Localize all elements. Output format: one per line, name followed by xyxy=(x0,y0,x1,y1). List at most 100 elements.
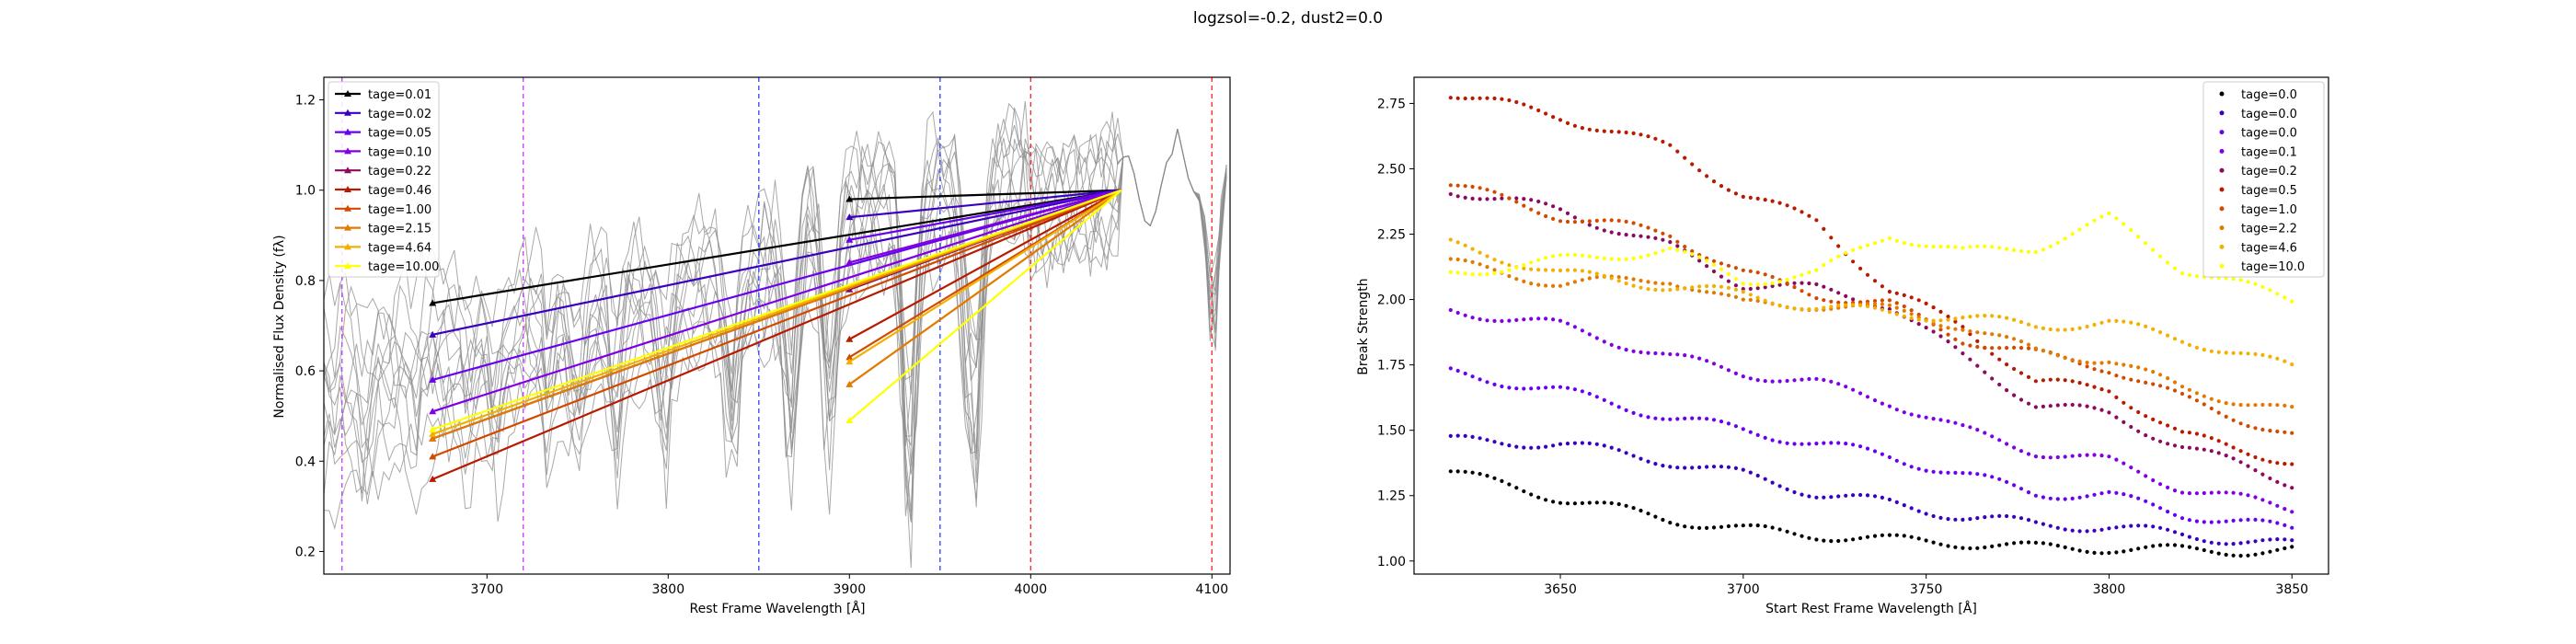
legend-label: tage=4.6 xyxy=(2241,241,2297,255)
scatter-point xyxy=(2283,295,2287,300)
scatter-point xyxy=(1968,546,1972,551)
scatter-point xyxy=(1741,467,1745,472)
scatter-point xyxy=(1872,398,1878,403)
scatter-point xyxy=(2260,538,2265,543)
scatter-point xyxy=(1529,316,1534,321)
scatter-point xyxy=(2275,356,2280,361)
scatter-point xyxy=(1631,506,1636,511)
legend-label: tage=4.64 xyxy=(368,241,431,255)
scatter-point xyxy=(2209,490,2214,495)
scatter-point xyxy=(2107,371,2111,375)
scatter-point xyxy=(1602,500,1606,505)
scatter-point xyxy=(2209,520,2214,524)
scatter-point xyxy=(1902,304,1906,309)
scatter-point xyxy=(1785,277,1789,282)
legend-marker xyxy=(2219,167,2225,173)
scatter-point xyxy=(1792,281,1797,285)
scatter-point xyxy=(1953,545,1958,549)
scatter-point xyxy=(1748,282,1753,287)
scatter-point xyxy=(1961,316,1965,320)
scatter-point xyxy=(1661,351,1665,356)
scatter-point xyxy=(1683,466,1687,470)
scatter-point xyxy=(2290,486,2294,490)
scatter-point xyxy=(2048,244,2053,248)
scatter-point xyxy=(1916,536,1921,541)
scatter-point xyxy=(1639,350,1643,354)
scatter-point xyxy=(2238,460,2243,465)
scatter-point xyxy=(2158,482,2163,487)
scatter-point xyxy=(1733,424,1738,429)
scatter-point xyxy=(1492,476,1497,480)
scatter-point xyxy=(1580,441,1584,445)
x-tick-label: 3900 xyxy=(833,582,866,597)
scatter-point xyxy=(1858,492,1863,498)
scatter-point xyxy=(1902,314,1906,318)
scatter-point xyxy=(1646,415,1650,420)
scatter-point xyxy=(2231,402,2236,407)
scatter-point xyxy=(1953,470,1958,475)
scatter-point xyxy=(2187,535,2191,539)
scatter-point xyxy=(2179,444,2185,450)
scatter-point xyxy=(1844,493,1848,498)
scatter-point xyxy=(2099,361,2104,365)
scatter-point xyxy=(1675,417,1680,421)
scatter-point xyxy=(2099,387,2104,392)
scatter-point xyxy=(2275,292,2280,296)
scatter-point xyxy=(2275,521,2280,525)
scatter-point xyxy=(1624,219,1628,224)
scatter-point xyxy=(1733,523,1738,528)
scatter-point xyxy=(1705,417,1709,421)
scatter-point xyxy=(1580,500,1584,506)
series-marker xyxy=(845,195,854,202)
scatter-point xyxy=(1814,282,1819,287)
scatter-point xyxy=(2136,523,2141,528)
scatter-point xyxy=(2194,519,2199,523)
scatter-point xyxy=(1507,318,1512,323)
scatter-point xyxy=(2099,369,2104,374)
scatter-point xyxy=(1792,306,1797,311)
scatter-point xyxy=(1668,521,1673,525)
scatter-point xyxy=(2172,443,2178,448)
scatter-point xyxy=(1624,408,1628,412)
scatter-point xyxy=(1705,465,1709,469)
scatter-point xyxy=(1587,254,1592,259)
scatter-point xyxy=(1763,298,1767,303)
scatter-point xyxy=(1536,385,1541,390)
scatter-point xyxy=(1697,284,1702,289)
scatter-point xyxy=(1536,268,1541,272)
scatter-point xyxy=(2216,350,2221,354)
scatter-point xyxy=(1865,446,1870,451)
legend-marker xyxy=(344,90,351,97)
scatter-point xyxy=(2085,549,2089,555)
scatter-point xyxy=(2070,232,2075,236)
scatter-point xyxy=(1924,415,1928,420)
scatter-point xyxy=(1902,410,1906,415)
right-axes-frame xyxy=(1413,76,2329,575)
scatter-point xyxy=(2187,342,2191,348)
scatter-point xyxy=(2048,455,2053,460)
scatter-point xyxy=(1865,395,1870,399)
scatter-point xyxy=(1624,348,1628,352)
scatter-point xyxy=(2260,518,2265,523)
scatter-point xyxy=(1492,190,1497,194)
scatter-point xyxy=(2055,377,2060,382)
scatter-point xyxy=(2187,395,2191,399)
scatter-point xyxy=(2144,324,2148,328)
scatter-point xyxy=(1851,443,1856,447)
scatter-point xyxy=(1770,199,1775,203)
right-legend: tage=0.0 tage=0.0 tage=0.0 tage=0.1 tage=0.2… xyxy=(2202,81,2325,278)
scatter-point xyxy=(1865,493,1870,498)
scatter-point xyxy=(2018,248,2024,254)
scatter-point xyxy=(1711,262,1717,267)
scatter-point xyxy=(1741,194,1745,199)
scatter-point xyxy=(1961,246,1965,250)
scatter-point xyxy=(1668,143,1673,147)
scatter-point xyxy=(1968,357,1972,362)
scatter-point xyxy=(2194,546,2199,551)
scatter-point xyxy=(1609,257,1614,261)
scatter-point xyxy=(2283,523,2287,528)
scatter-point xyxy=(2194,398,2199,403)
scatter-point xyxy=(1777,304,1782,308)
scatter-point xyxy=(1668,240,1673,245)
scatter-point xyxy=(1887,454,1892,460)
